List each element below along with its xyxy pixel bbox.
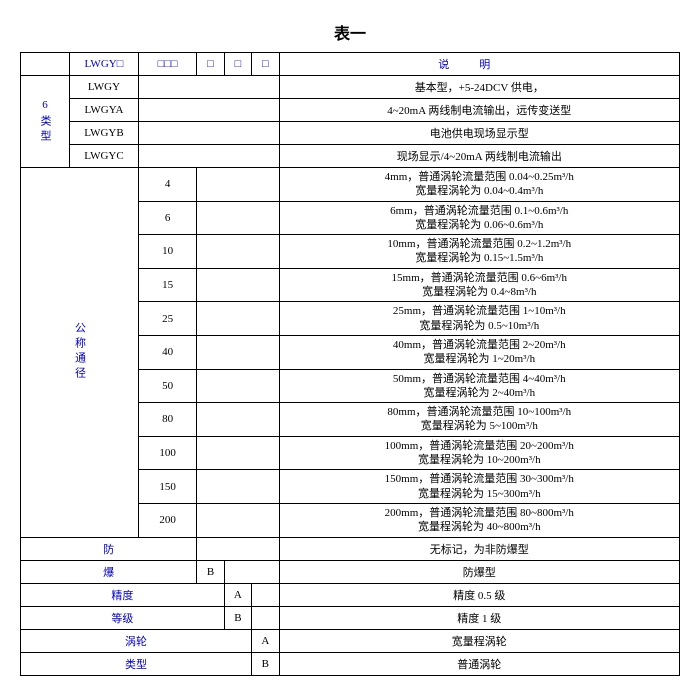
table-row: 公称通径 4 4mm，普通涡轮流量范围 0.04~0.25m³/h宽量程涡轮为 … bbox=[21, 168, 680, 202]
type-desc: 现场显示/4~20mA 两线制电流输出 bbox=[279, 145, 679, 168]
dia-size: 150 bbox=[138, 470, 196, 504]
accuracy-label2: 等级 bbox=[21, 606, 225, 629]
hdr-c4: □ bbox=[224, 53, 251, 76]
explosion-label1: 防 bbox=[21, 537, 197, 560]
table-row: 爆 B 防爆型 bbox=[21, 560, 680, 583]
dia-desc: 50mm，普通涡轮流量范围 4~40m³/h宽量程涡轮为 2~40m³/h bbox=[279, 369, 679, 403]
dia-size: 15 bbox=[138, 268, 196, 302]
dia-desc: 200mm，普通涡轮流量范围 80~800m³/h宽量程涡轮为 40~800m³… bbox=[279, 503, 679, 537]
table-row: LWGYB 电池供电现场显示型 bbox=[21, 122, 680, 145]
table-row: 防 无标记，为非防爆型 bbox=[21, 537, 680, 560]
hdr-desc: 说明 bbox=[279, 53, 679, 76]
type-label: 6类型 bbox=[21, 76, 70, 168]
accuracy-b-desc: 精度 1 级 bbox=[279, 606, 679, 629]
turbine-b-desc: 普通涡轮 bbox=[279, 652, 679, 675]
explosion-none: 无标记，为非防爆型 bbox=[279, 537, 679, 560]
turbine-label2: 类型 bbox=[21, 652, 252, 675]
dia-desc: 4mm，普通涡轮流量范围 0.04~0.25m³/h宽量程涡轮为 0.04~0.… bbox=[279, 168, 679, 202]
dia-desc: 10mm，普通涡轮流量范围 0.2~1.2m³/h宽量程涡轮为 0.15~1.5… bbox=[279, 235, 679, 269]
hdr-c3: □ bbox=[197, 53, 224, 76]
explosion-label2: 爆 bbox=[21, 560, 197, 583]
table-row: 6类型 LWGY 基本型，+5-24DCV 供电， bbox=[21, 76, 680, 99]
hdr-c2: □□□ bbox=[138, 53, 196, 76]
accuracy-a-code: A bbox=[224, 583, 251, 606]
dia-desc: 25mm，普通涡轮流量范围 1~10m³/h宽量程涡轮为 0.5~10m³/h bbox=[279, 302, 679, 336]
hdr-c1: LWGY□ bbox=[70, 53, 139, 76]
dia-size: 80 bbox=[138, 403, 196, 437]
spec-table: LWGY□ □□□ □ □ □ 说明 6类型 LWGY 基本型，+5-24DCV… bbox=[20, 52, 680, 676]
dia-size: 10 bbox=[138, 235, 196, 269]
header-row: LWGY□ □□□ □ □ □ 说明 bbox=[21, 53, 680, 76]
diameter-label: 公称通径 bbox=[21, 168, 139, 538]
accuracy-label1: 精度 bbox=[21, 583, 225, 606]
type-desc: 电池供电现场显示型 bbox=[279, 122, 679, 145]
table-row: 等级 B 精度 1 级 bbox=[21, 606, 680, 629]
table-title: 表一 bbox=[20, 20, 680, 44]
turbine-a-code: A bbox=[252, 629, 279, 652]
dia-size: 6 bbox=[138, 201, 196, 235]
explosion-b-desc: 防爆型 bbox=[279, 560, 679, 583]
dia-desc: 100mm，普通涡轮流量范围 20~200m³/h宽量程涡轮为 10~200m³… bbox=[279, 436, 679, 470]
accuracy-b-code: B bbox=[224, 606, 251, 629]
table-row: 类型 B 普通涡轮 bbox=[21, 652, 680, 675]
turbine-a-desc: 宽量程涡轮 bbox=[279, 629, 679, 652]
type-code: LWGYC bbox=[70, 145, 139, 168]
dia-desc: 40mm，普通涡轮流量范围 2~20m³/h宽量程涡轮为 1~20m³/h bbox=[279, 335, 679, 369]
dia-desc: 150mm，普通涡轮流量范围 30~300m³/h宽量程涡轮为 15~300m³… bbox=[279, 470, 679, 504]
table-row: LWGYC 现场显示/4~20mA 两线制电流输出 bbox=[21, 145, 680, 168]
table-row: 涡轮 A 宽量程涡轮 bbox=[21, 629, 680, 652]
turbine-b-code: B bbox=[252, 652, 279, 675]
table-row: 精度 A 精度 0.5 级 bbox=[21, 583, 680, 606]
turbine-label1: 涡轮 bbox=[21, 629, 252, 652]
dia-desc: 80mm，普通涡轮流量范围 10~100m³/h宽量程涡轮为 5~100m³/h bbox=[279, 403, 679, 437]
dia-size: 4 bbox=[138, 168, 196, 202]
type-code: LWGYA bbox=[70, 99, 139, 122]
dia-size: 25 bbox=[138, 302, 196, 336]
dia-size: 100 bbox=[138, 436, 196, 470]
type-desc: 基本型，+5-24DCV 供电， bbox=[279, 76, 679, 99]
dia-size: 50 bbox=[138, 369, 196, 403]
dia-size: 200 bbox=[138, 503, 196, 537]
accuracy-a-desc: 精度 0.5 级 bbox=[279, 583, 679, 606]
dia-size: 40 bbox=[138, 335, 196, 369]
type-code: LWGY bbox=[70, 76, 139, 99]
table-row: LWGYA 4~20mA 两线制电流输出，远传变送型 bbox=[21, 99, 680, 122]
type-code: LWGYB bbox=[70, 122, 139, 145]
dia-desc: 15mm，普通涡轮流量范围 0.6~6m³/h宽量程涡轮为 0.4~8m³/h bbox=[279, 268, 679, 302]
hdr-c5: □ bbox=[252, 53, 279, 76]
type-desc: 4~20mA 两线制电流输出，远传变送型 bbox=[279, 99, 679, 122]
dia-desc: 6mm，普通涡轮流量范围 0.1~0.6m³/h宽量程涡轮为 0.06~0.6m… bbox=[279, 201, 679, 235]
explosion-b-code: B bbox=[197, 560, 224, 583]
